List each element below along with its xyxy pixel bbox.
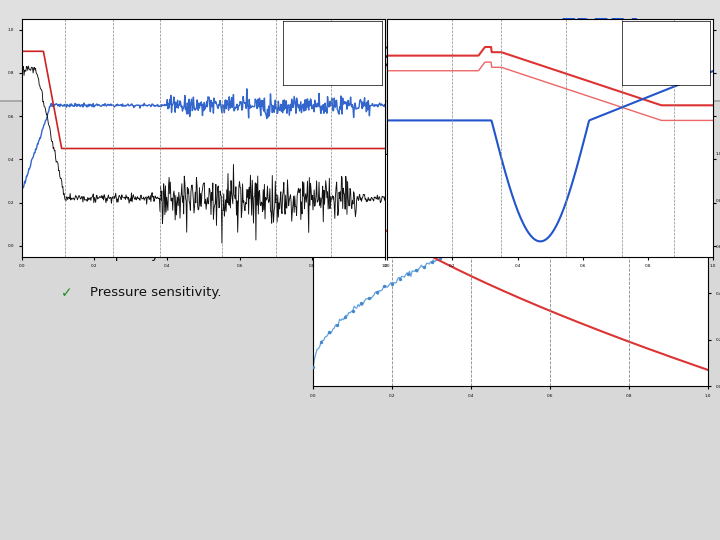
Point <box>379 282 390 291</box>
Point <box>624 183 636 192</box>
Text: ✓: ✓ <box>61 248 73 262</box>
Point <box>474 238 485 246</box>
Point <box>672 167 683 176</box>
Point <box>331 321 343 329</box>
Point <box>410 266 422 274</box>
FancyBboxPatch shape <box>0 0 720 100</box>
Point <box>363 294 374 302</box>
Point <box>323 328 335 336</box>
Point <box>395 274 406 283</box>
Point <box>355 299 366 308</box>
Point <box>482 234 493 243</box>
Point <box>339 313 351 322</box>
Point <box>656 173 667 181</box>
Point <box>315 337 327 346</box>
Text: Pressure sensitivity.: Pressure sensitivity. <box>90 286 222 299</box>
Point <box>505 223 517 232</box>
Text: Frequency checking during cool down to: Frequency checking during cool down to <box>50 127 331 141</box>
Point <box>387 279 398 288</box>
Point <box>680 163 691 172</box>
Point <box>577 200 588 208</box>
Text: Frequency checking: Frequency checking <box>102 38 503 76</box>
Text: ✓: ✓ <box>61 286 73 300</box>
Point <box>616 181 628 190</box>
Point <box>490 228 501 237</box>
Point <box>513 218 525 226</box>
Point <box>664 168 675 177</box>
Point <box>434 253 446 262</box>
Point <box>608 188 620 197</box>
Point <box>450 246 462 255</box>
FancyBboxPatch shape <box>0 100 720 102</box>
Point <box>466 239 477 247</box>
Point <box>593 193 604 202</box>
Point <box>640 174 652 183</box>
Point <box>569 200 580 209</box>
Circle shape <box>25 27 104 86</box>
Point <box>545 208 557 217</box>
Point <box>561 202 572 211</box>
Point <box>585 194 596 203</box>
Point <box>498 226 509 235</box>
Point <box>600 189 612 198</box>
Point <box>632 180 644 189</box>
Point <box>688 163 699 171</box>
Point <box>537 211 549 220</box>
Point <box>529 215 541 224</box>
Point <box>696 160 707 169</box>
Text: ►: ► <box>22 127 33 142</box>
Point <box>648 174 660 183</box>
Text: study the cavity behavior: study the cavity behavior <box>50 165 228 179</box>
Point <box>521 215 533 224</box>
Point <box>442 251 454 259</box>
Text: ✓: ✓ <box>61 211 73 225</box>
Point <box>418 262 430 271</box>
Text: UPPSALA
UNIVERSITET: UPPSALA UNIVERSITET <box>32 93 98 113</box>
Point <box>307 362 319 371</box>
Point <box>347 306 359 315</box>
Text: FREIA: FREIA <box>559 17 643 45</box>
Point <box>553 205 564 214</box>
Point <box>402 270 414 279</box>
Point <box>458 243 469 252</box>
Point <box>371 288 382 296</box>
Text: Key frequencies at certain temperature: Key frequencies at certain temperature <box>90 211 354 224</box>
Point <box>426 258 438 266</box>
Circle shape <box>41 39 89 75</box>
Text: Frequency shift: Frequency shift <box>90 248 192 261</box>
